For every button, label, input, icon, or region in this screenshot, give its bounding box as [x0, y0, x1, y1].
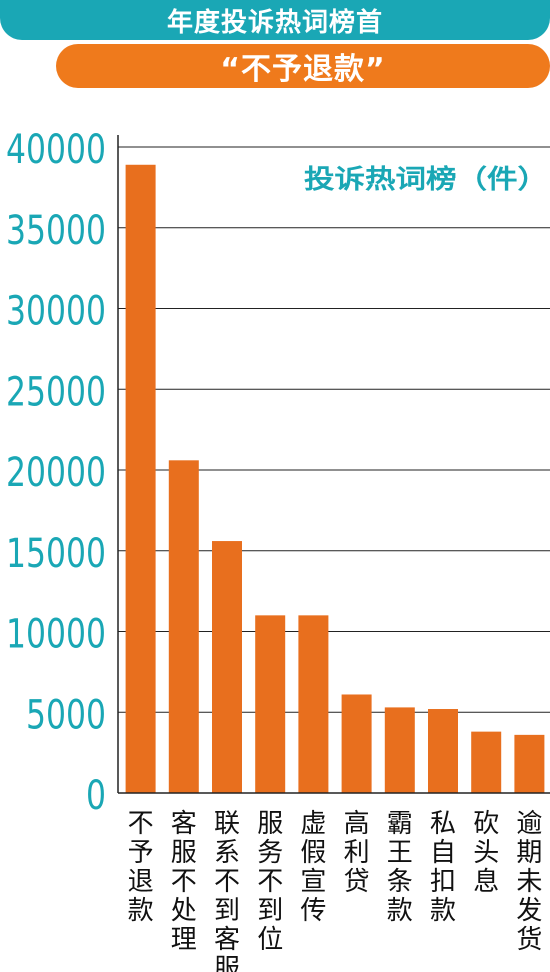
bar-4	[255, 615, 286, 793]
bar-10	[514, 734, 545, 793]
x-category-label: 服务不到位	[257, 809, 283, 955]
x-category-label: 联系不到客服	[214, 809, 240, 972]
y-tick-label: 40000	[6, 127, 106, 173]
x-category-label: 私自扣款	[430, 809, 456, 926]
header-banner-subtitle-text: “不予退款”	[220, 52, 386, 87]
bar-7	[384, 707, 415, 793]
x-category-label: 高利贷	[344, 809, 370, 897]
x-category-label: 霸王条款	[387, 809, 413, 926]
y-tick-label: 10000	[6, 612, 106, 658]
bar-1	[125, 164, 156, 793]
x-category-label: 客服不处理	[171, 809, 197, 955]
x-category-label: 砍头息	[473, 809, 499, 897]
chart-bars	[125, 164, 545, 793]
bar-2	[168, 460, 199, 793]
bar-8	[428, 709, 458, 793]
header-banner-title: 年度投诉热词榜首	[0, 0, 550, 40]
y-axis-ticks: 0 5000 10000 15000 20000 25000 30000 35000 40000	[6, 127, 106, 819]
y-tick-label: 15000	[6, 531, 106, 577]
bar-6	[341, 694, 372, 793]
y-tick-label: 30000	[6, 289, 106, 335]
header-banner-subtitle: “不予退款”	[56, 44, 550, 88]
x-category-label: 不予退款	[128, 809, 154, 926]
y-tick-label: 0	[86, 773, 106, 819]
bar-3	[212, 541, 242, 793]
x-category-label: 虚假宣传	[300, 809, 326, 926]
y-tick-label: 20000	[6, 450, 106, 496]
bar-9	[471, 731, 502, 793]
chart-title: 投诉热词榜（件）	[304, 164, 548, 195]
bar-5	[298, 615, 329, 793]
y-tick-label: 35000	[6, 208, 106, 254]
header-banner-title-text: 年度投诉热词榜首	[166, 7, 383, 38]
x-category-label: 逾期未发货	[516, 809, 542, 955]
y-tick-label: 25000	[6, 369, 106, 415]
x-axis-labels: 不予退款客服不处理联系不到客服服务不到位虚假宣传高利贷霸王条款私自扣款砍头息逾期…	[128, 809, 543, 972]
y-tick-label: 5000	[26, 692, 106, 738]
